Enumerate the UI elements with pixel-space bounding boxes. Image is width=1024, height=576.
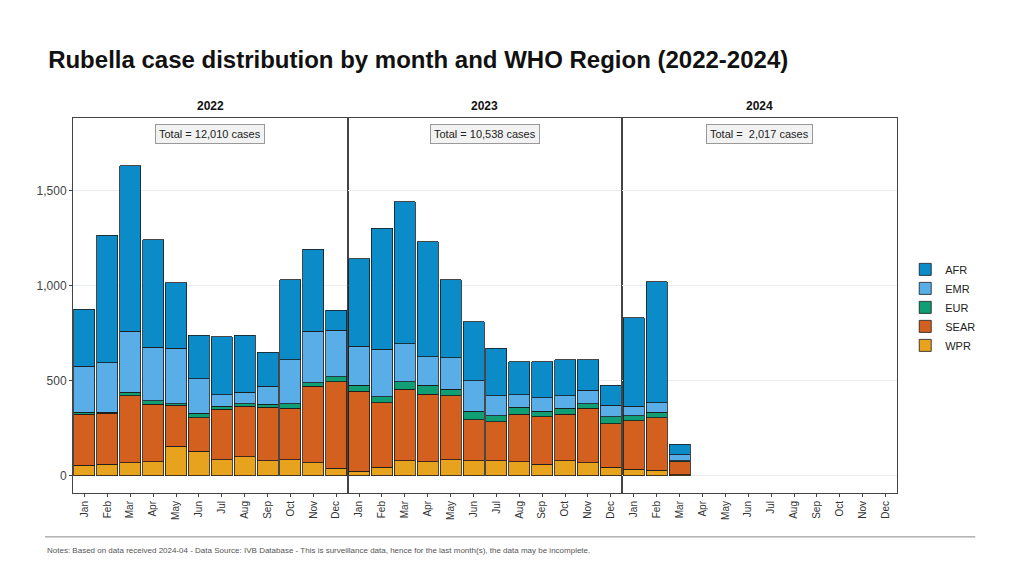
svg-text:Dec: Dec bbox=[880, 501, 891, 519]
svg-text:Sep: Sep bbox=[262, 501, 273, 519]
svg-text:Apr: Apr bbox=[422, 500, 433, 516]
svg-text:Nov: Nov bbox=[582, 501, 593, 519]
svg-text:EMR: EMR bbox=[945, 283, 970, 295]
svg-text:AFR: AFR bbox=[945, 264, 967, 276]
svg-text:Mar: Mar bbox=[399, 500, 410, 518]
svg-text:Mar: Mar bbox=[124, 500, 135, 518]
svg-text:Jan: Jan bbox=[79, 501, 90, 517]
svg-text:Jan: Jan bbox=[628, 501, 639, 517]
svg-text:Total = 2,017 cases: Total = 2,017 cases bbox=[710, 128, 809, 140]
svg-text:Jun: Jun bbox=[742, 501, 753, 517]
svg-text:0: 0 bbox=[60, 469, 67, 483]
svg-text:SEAR: SEAR bbox=[945, 321, 975, 333]
svg-text:1,500: 1,500 bbox=[37, 184, 67, 198]
svg-text:Aug: Aug bbox=[788, 501, 799, 519]
svg-text:Mar: Mar bbox=[674, 500, 685, 518]
svg-text:Nov: Nov bbox=[308, 501, 319, 519]
svg-text:2024: 2024 bbox=[746, 99, 773, 113]
svg-text:Sep: Sep bbox=[811, 501, 822, 519]
svg-text:Feb: Feb bbox=[376, 501, 387, 519]
svg-text:Jun: Jun bbox=[468, 501, 479, 517]
svg-text:Sep: Sep bbox=[536, 501, 547, 519]
svg-text:May: May bbox=[170, 501, 181, 520]
svg-text:Aug: Aug bbox=[514, 501, 525, 519]
svg-text:500: 500 bbox=[47, 374, 67, 388]
svg-text:Total = 10,538 cases: Total = 10,538 cases bbox=[434, 128, 536, 140]
svg-text:Jul: Jul bbox=[216, 501, 227, 514]
svg-text:Oct: Oct bbox=[285, 501, 296, 517]
svg-text:Nov: Nov bbox=[857, 501, 868, 519]
svg-text:Notes: Based on data received: Notes: Based on data received 2024-04 - … bbox=[47, 546, 590, 555]
svg-text:1,000: 1,000 bbox=[37, 279, 67, 293]
svg-text:2022: 2022 bbox=[197, 99, 224, 113]
svg-text:Apr: Apr bbox=[697, 500, 708, 516]
svg-text:Jul: Jul bbox=[491, 501, 502, 514]
svg-text:May: May bbox=[445, 501, 456, 520]
svg-text:Apr: Apr bbox=[147, 500, 158, 516]
svg-text:Jun: Jun bbox=[193, 501, 204, 517]
svg-text:Jul: Jul bbox=[765, 501, 776, 514]
svg-text:Feb: Feb bbox=[102, 501, 113, 519]
svg-text:Dec: Dec bbox=[605, 501, 616, 519]
svg-text:Jan: Jan bbox=[353, 501, 364, 517]
svg-text:May: May bbox=[720, 501, 731, 520]
svg-text:Oct: Oct bbox=[834, 501, 845, 517]
svg-text:Rubella case distribution by m: Rubella case distribution by month and W… bbox=[48, 46, 788, 73]
svg-text:Total = 12,010 cases: Total = 12,010 cases bbox=[159, 128, 261, 140]
svg-text:Dec: Dec bbox=[330, 501, 341, 519]
svg-text:EUR: EUR bbox=[945, 302, 968, 314]
svg-text:Oct: Oct bbox=[559, 501, 570, 517]
svg-text:WPR: WPR bbox=[945, 340, 971, 352]
svg-text:Aug: Aug bbox=[239, 501, 250, 519]
svg-text:2023: 2023 bbox=[471, 99, 498, 113]
svg-text:Feb: Feb bbox=[651, 501, 662, 519]
